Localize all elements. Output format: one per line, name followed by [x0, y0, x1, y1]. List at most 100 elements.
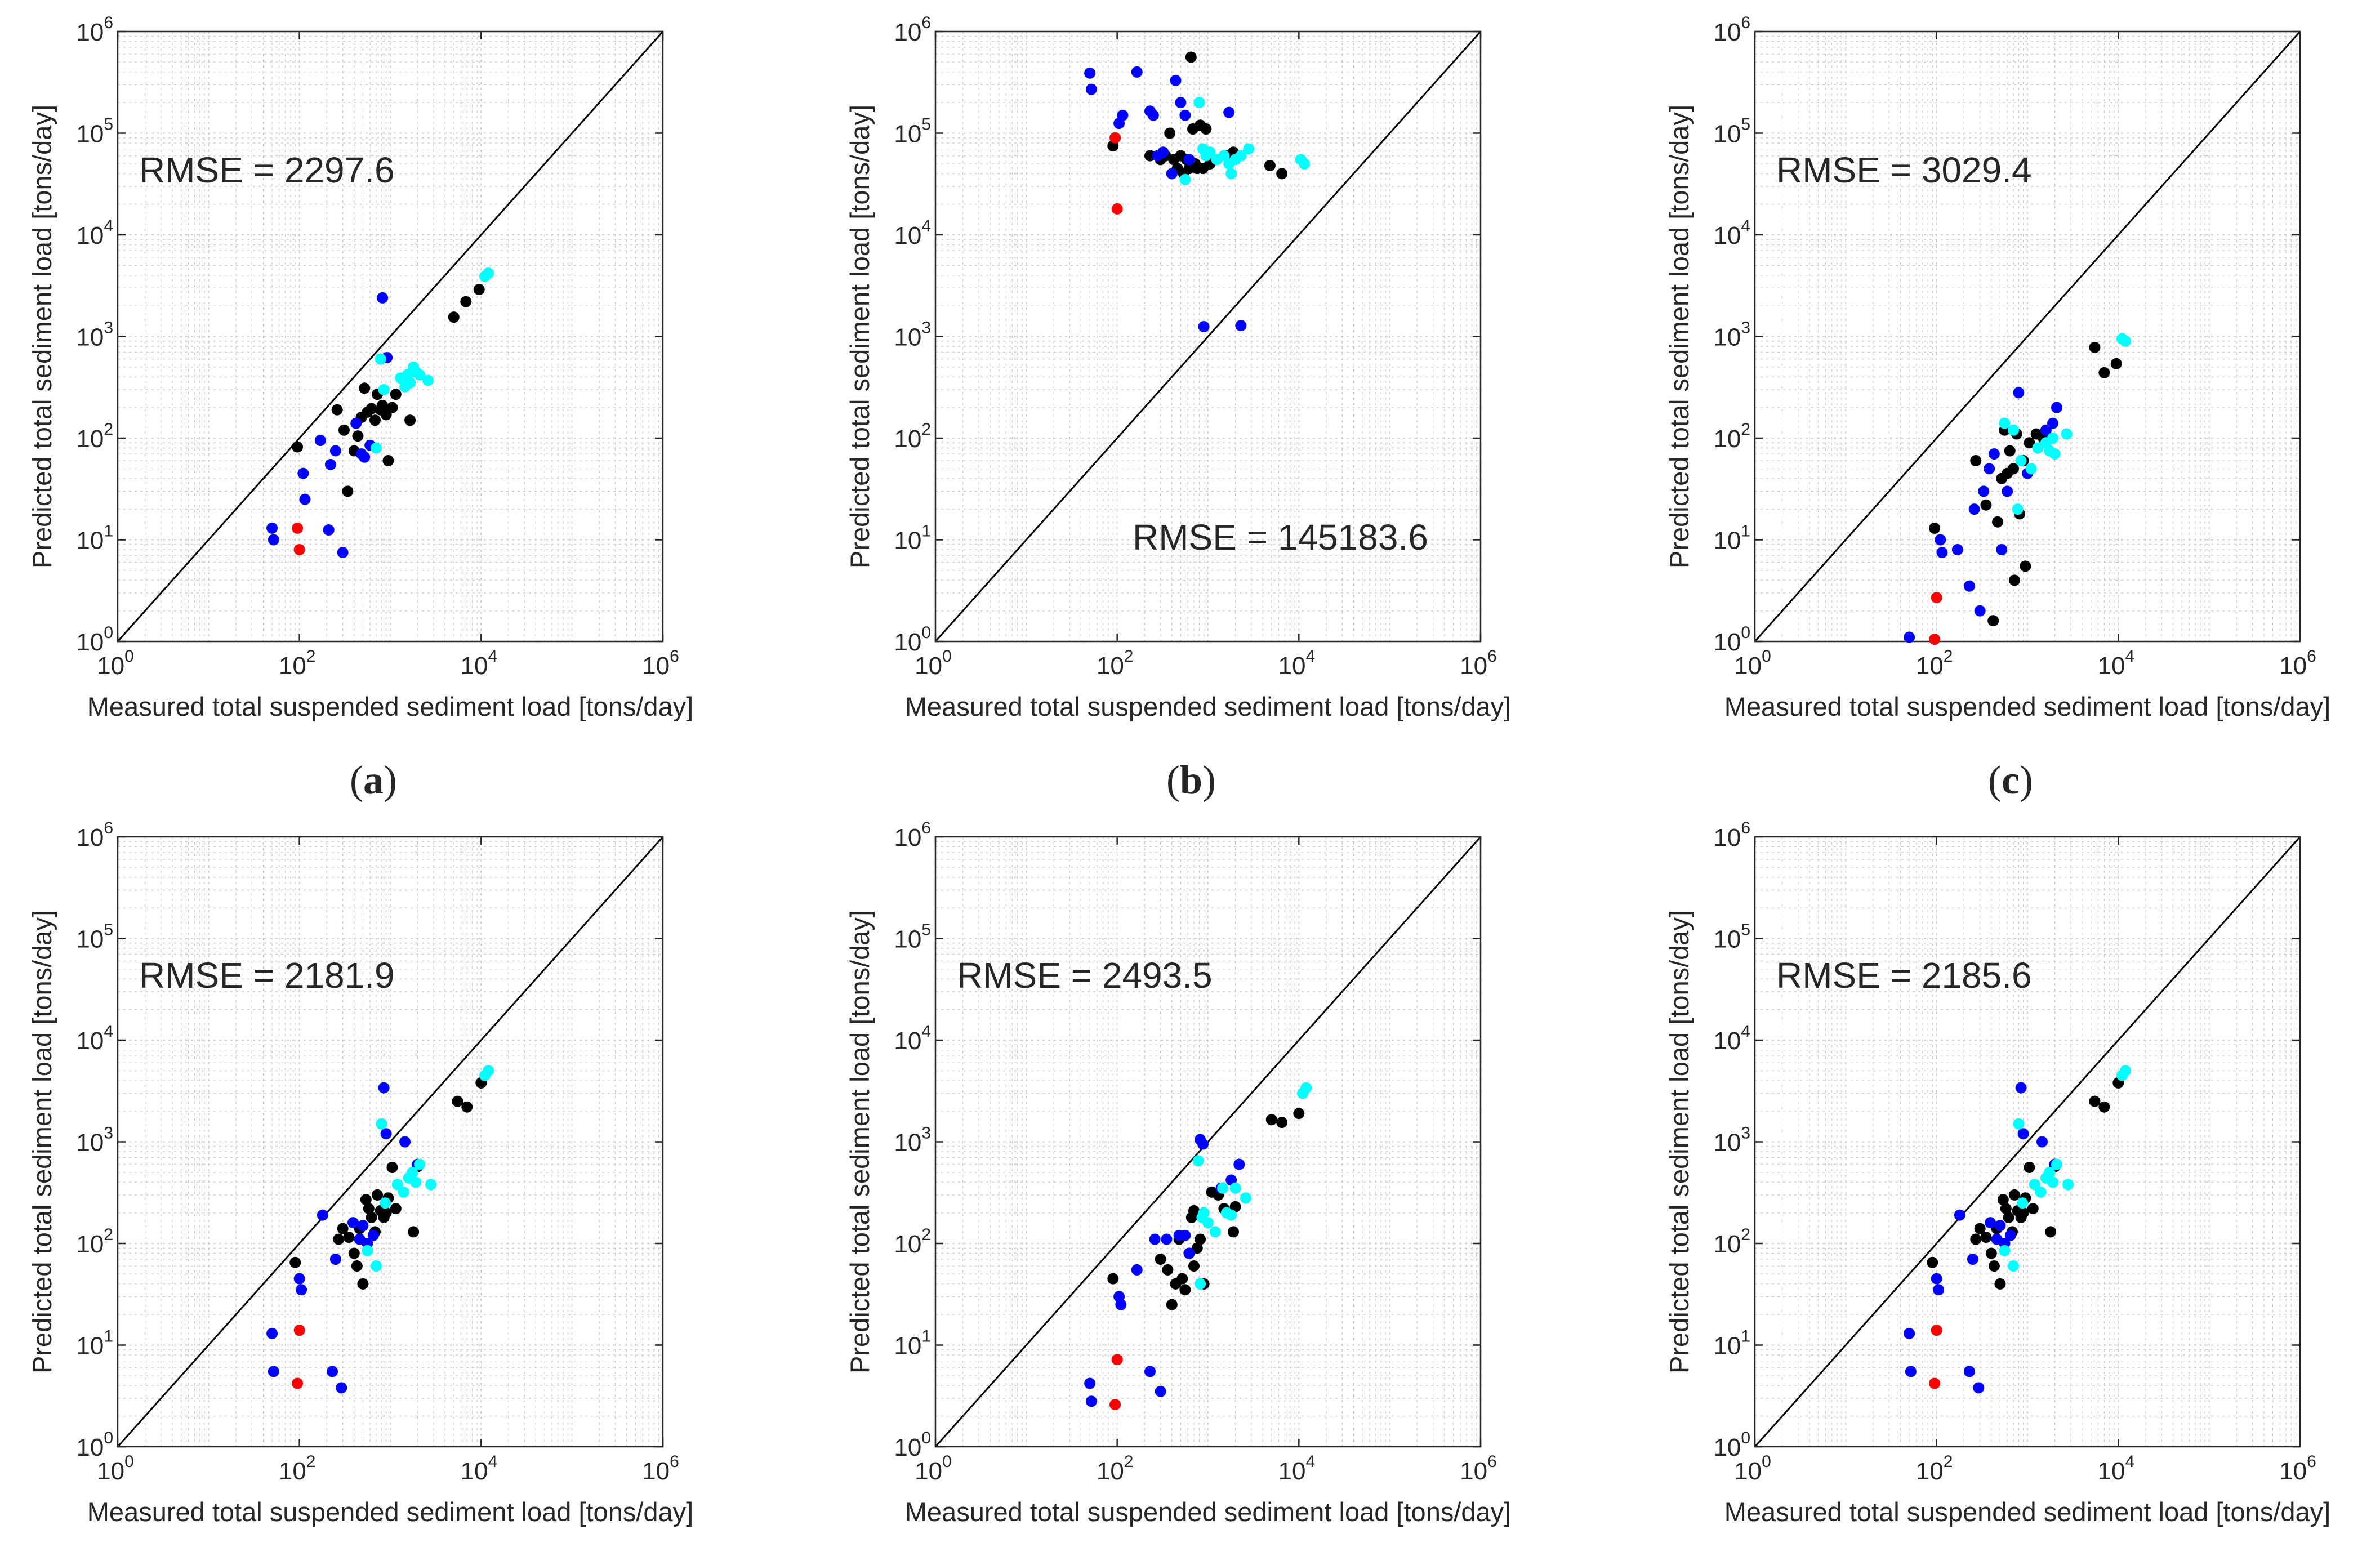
data-point	[2020, 560, 2031, 572]
data-point	[1235, 150, 1247, 162]
data-point	[1980, 499, 1992, 511]
data-point	[1970, 455, 1982, 467]
data-point	[1927, 1256, 1938, 1268]
data-point	[1985, 1217, 1996, 1229]
y-tick-label: 101	[1713, 1327, 1750, 1360]
data-point	[1192, 1155, 1204, 1167]
data-point	[336, 1382, 347, 1394]
data-point	[1188, 1260, 1200, 1272]
data-point	[460, 296, 472, 307]
data-point	[483, 267, 494, 279]
data-point	[2098, 1101, 2110, 1113]
x-axis-label: Measured total suspended sediment load […	[1724, 692, 2330, 721]
x-tick-label: 100	[97, 647, 134, 680]
data-point	[1179, 109, 1191, 121]
y-tick-label: 100	[894, 623, 931, 656]
series-red	[1929, 1325, 1942, 1389]
panel-label: (c)	[1988, 757, 2033, 802]
y-tick-label: 103	[1713, 1124, 1750, 1157]
data-point	[1964, 1366, 1976, 1377]
y-tick-label: 101	[894, 1327, 931, 1360]
data-point	[352, 430, 364, 442]
data-point	[1170, 74, 1182, 86]
x-tick-label: 100	[915, 1452, 952, 1485]
data-point	[1299, 158, 1311, 170]
data-point	[2004, 445, 2016, 457]
data-point	[386, 1161, 398, 1173]
series-red	[1109, 132, 1123, 215]
data-point	[1179, 1229, 1191, 1241]
data-point	[1276, 168, 1288, 180]
data-point	[1931, 1325, 1942, 1336]
data-point	[1175, 97, 1187, 109]
data-point	[1935, 534, 1946, 546]
data-point	[314, 435, 326, 447]
data-point	[1188, 1205, 1200, 1216]
data-point	[2044, 1166, 2056, 1178]
data-point	[337, 1223, 349, 1234]
data-point	[2089, 1095, 2101, 1107]
series-cyan	[1999, 1065, 2132, 1272]
data-point	[398, 1186, 409, 1198]
data-point	[1144, 1366, 1156, 1377]
x-tick-label: 104	[461, 647, 498, 680]
data-point	[1994, 1220, 2006, 1232]
data-point	[461, 1101, 473, 1113]
panel-label: (e)	[1169, 1563, 1214, 1565]
series-black	[1107, 1108, 1305, 1310]
data-point	[382, 455, 394, 467]
data-point	[452, 1095, 463, 1107]
data-point	[375, 353, 386, 365]
data-point	[1111, 203, 1123, 215]
data-point	[293, 1325, 305, 1336]
data-point	[1217, 1182, 1229, 1194]
data-point	[1107, 1273, 1119, 1285]
data-point	[1951, 543, 1963, 555]
data-point	[377, 292, 389, 304]
data-point	[2035, 1186, 2047, 1198]
y-tick-label: 101	[76, 1327, 113, 1360]
x-tick-label: 100	[97, 1452, 134, 1485]
reference-line	[934, 31, 1482, 642]
series-black	[1929, 341, 2122, 627]
data-point	[391, 1179, 403, 1191]
panel-a: 100 102 104 106 100 101 102 103 104 105 106 RMSE = …	[27, 14, 693, 802]
data-point	[377, 399, 389, 411]
data-point	[380, 1197, 391, 1209]
data-point	[366, 1211, 377, 1223]
panel-label: (a)	[350, 757, 397, 802]
data-point	[2027, 1203, 2039, 1215]
x-axis-label: Measured total suspended sediment load […	[905, 1497, 1511, 1527]
data-point	[2024, 1161, 2035, 1173]
data-point	[2120, 335, 2132, 347]
data-point	[1929, 522, 1941, 534]
data-point	[2017, 1128, 2029, 1140]
data-point	[1218, 150, 1230, 162]
data-point	[359, 382, 371, 394]
data-point	[1157, 146, 1169, 158]
y-tick-label: 103	[894, 1124, 931, 1157]
data-point	[1085, 1395, 1097, 1407]
y-axis-label: Predicted total sediment load [tons/day]	[1664, 105, 1694, 568]
y-axis-label: Predicted total sediment load [tons/day]	[845, 105, 875, 568]
y-tick-label: 104	[76, 1022, 113, 1055]
panel-d: 100 102 104 106 100 101 102 103 104 105 106 RMSE = …	[27, 819, 693, 1565]
data-point	[1144, 150, 1156, 162]
data-point	[1964, 580, 1976, 592]
data-point	[2008, 574, 2020, 586]
x-tick-label: 106	[2279, 1452, 2316, 1485]
data-point	[1973, 1382, 1985, 1394]
data-point	[2047, 1176, 2058, 1188]
data-point	[1166, 168, 1178, 180]
data-point	[483, 1065, 494, 1077]
data-point	[1161, 1233, 1173, 1245]
x-tick-label: 106	[642, 1452, 679, 1485]
data-point	[1904, 631, 1915, 643]
x-tick-label: 104	[1278, 647, 1316, 680]
y-tick-label: 103	[1713, 319, 1750, 351]
data-point	[2017, 1207, 2029, 1219]
series-blue	[266, 1082, 424, 1394]
data-point	[2008, 424, 2020, 436]
data-point	[2032, 442, 2044, 454]
y-tick-label: 100	[1713, 1429, 1750, 1461]
